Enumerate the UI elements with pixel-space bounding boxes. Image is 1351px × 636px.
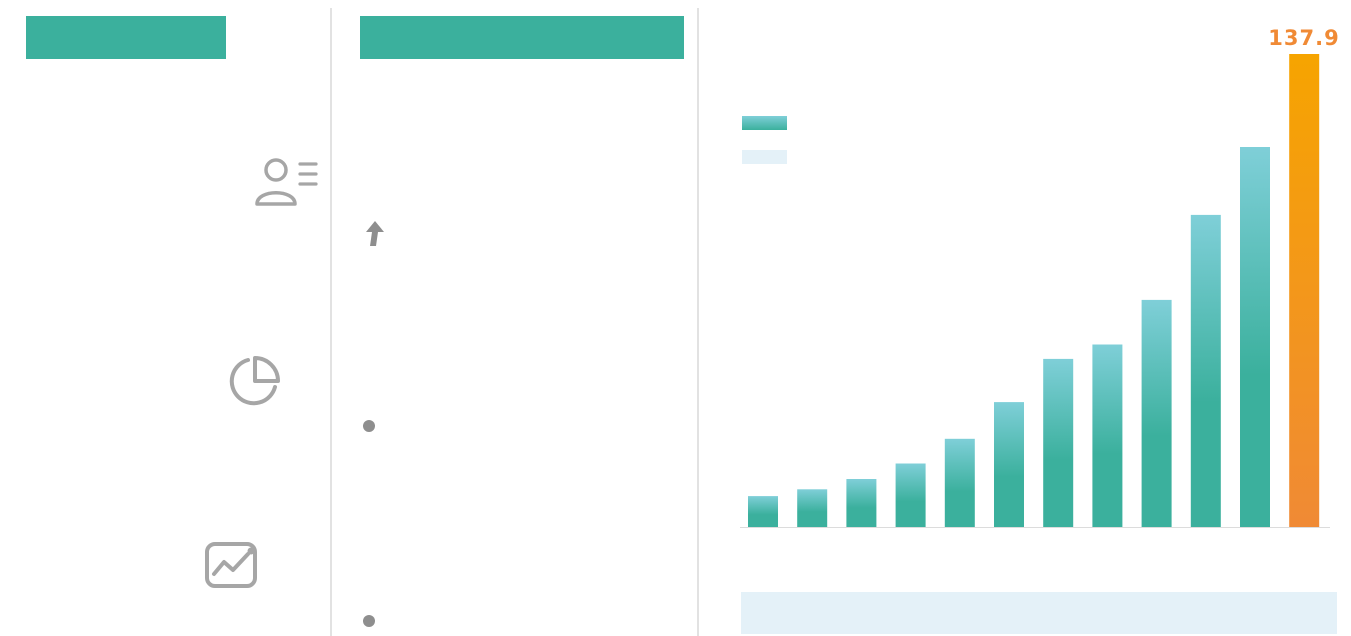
pie-chart-icon xyxy=(226,354,284,410)
left-header-block xyxy=(26,16,226,59)
user-list-icon xyxy=(252,154,320,210)
chart-bar xyxy=(1190,214,1221,527)
chart-bars xyxy=(748,54,1320,527)
left-divider xyxy=(330,8,332,636)
chart-bar xyxy=(748,496,778,527)
bullet-icon xyxy=(363,615,375,627)
chart-bar xyxy=(944,438,975,527)
legend-swatch-actual xyxy=(742,116,787,130)
chart-bar xyxy=(1240,147,1270,527)
bullet-icon xyxy=(363,420,375,432)
middle-header-block xyxy=(360,16,684,59)
chart-bar xyxy=(1092,344,1123,527)
chart-footer-bar xyxy=(741,592,1337,634)
highlight-bar xyxy=(1289,54,1320,527)
chart-bar xyxy=(846,479,877,527)
legend-swatch-forecast xyxy=(742,150,787,164)
bar-chart-svg xyxy=(740,54,1330,528)
up-arrow-icon xyxy=(362,220,388,248)
chart-bar xyxy=(895,463,926,527)
chart-bar xyxy=(797,489,828,527)
highlight-value-label: 137.9 xyxy=(1268,26,1340,50)
right-divider xyxy=(697,8,699,636)
chart-bar xyxy=(994,402,1024,527)
trend-chart-icon xyxy=(204,540,260,592)
chart-bar xyxy=(1141,299,1172,527)
bar-chart xyxy=(736,0,1336,540)
chart-bar xyxy=(1043,358,1074,527)
